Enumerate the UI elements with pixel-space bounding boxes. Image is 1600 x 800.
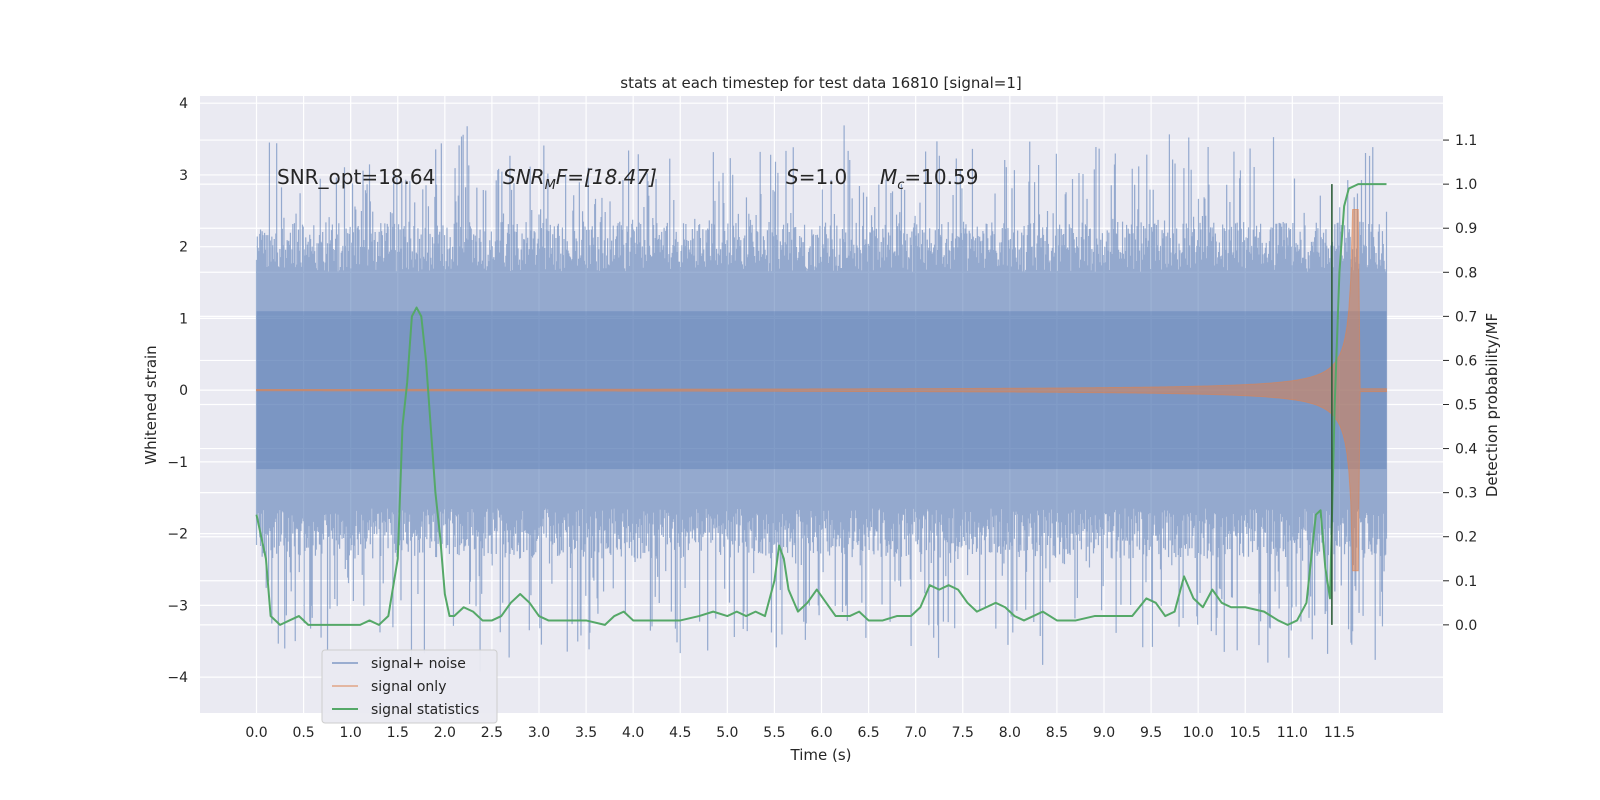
x-tick-label: 9.5 — [1140, 725, 1162, 741]
s-rest: =1.0 — [799, 165, 848, 189]
x-tick-label: 9.0 — [1093, 725, 1115, 741]
y-left-tick-label: 4 — [179, 96, 188, 112]
x-tick-label: 11.5 — [1324, 725, 1355, 741]
y-left-tick-label: −3 — [167, 598, 188, 614]
signal-envelope — [256, 209, 1387, 572]
x-tick-label: 5.5 — [763, 725, 785, 741]
y-axis-label-left: Whitened strain — [142, 345, 160, 464]
x-tick-labels: 0.0 0.5 1.0 1.5 2.0 2.5 3.0 3.5 4.0 4.5 5.0 5.5 6.0 6… — [245, 725, 1355, 741]
snr-mf-sub: M — [545, 178, 556, 193]
annotation-mc: Mc=10.59 — [880, 165, 978, 193]
y-left-tick-label: 3 — [179, 168, 188, 184]
x-tick-label: 3.5 — [575, 725, 597, 741]
legend: signal+ noise signal only signal statist… — [321, 649, 498, 724]
y-axis-label-right: Detection probability/MF — [1483, 313, 1501, 497]
series-signal-statistics — [255, 183, 1387, 626]
y-right-tick-label: 0.4 — [1455, 442, 1477, 458]
x-tick-label: 2.0 — [434, 725, 456, 741]
y-right-tick-label: 1.1 — [1455, 133, 1477, 149]
y-right-tick-label: 0.7 — [1455, 309, 1477, 325]
x-tick-label: 8.5 — [1046, 725, 1068, 741]
legend-label-signal-only: signal only — [371, 679, 446, 695]
x-tick-label: 8.0 — [999, 725, 1021, 741]
y-left-tick-label: 2 — [179, 240, 188, 256]
x-tick-label: 0.5 — [292, 725, 314, 741]
y-left-tick-label: −1 — [167, 455, 188, 471]
x-tick-label: 10.0 — [1183, 725, 1214, 741]
y-right-tick-label: 0.3 — [1455, 486, 1477, 502]
series-signal-only — [256, 209, 1387, 572]
y-left-tick-label: −2 — [167, 527, 188, 543]
annotation-snr-mf: SNRMF=[18.47] — [503, 165, 657, 193]
mc-rest: =10.59 — [904, 165, 978, 189]
y-right-tick-label: 0.9 — [1455, 221, 1477, 237]
x-tick-label: 0.0 — [245, 725, 267, 741]
y-right-tick-label: 0.5 — [1455, 398, 1477, 414]
annotation-s: S=1.0 — [786, 165, 847, 189]
x-tick-label: 7.0 — [905, 725, 927, 741]
annotation-snr-opt: SNR_opt=18.64 — [277, 165, 435, 189]
y-right-tick-label: 0.1 — [1455, 574, 1477, 590]
x-tick-label: 7.5 — [952, 725, 974, 741]
snr-mf-base: SNR — [503, 165, 545, 189]
y-right-tick-label: 0.6 — [1455, 353, 1477, 369]
x-tick-label: 4.0 — [622, 725, 644, 741]
mc-sub: c — [897, 178, 904, 193]
stats-line — [255, 183, 1387, 626]
x-tick-label: 1.0 — [340, 725, 362, 741]
legend-box — [321, 649, 498, 724]
y-right-tick-label: 0.2 — [1455, 530, 1477, 546]
x-tick-label: 11.0 — [1277, 725, 1308, 741]
y-left-tick-labels: 4 3 2 1 0 −1 −2 −3 −4 — [167, 96, 188, 686]
y-right-tick-label: 0.8 — [1455, 265, 1477, 281]
y-left-tick-label: −4 — [167, 670, 188, 686]
x-tick-label: 2.5 — [481, 725, 503, 741]
x-tick-label: 10.5 — [1230, 725, 1261, 741]
y-left-tick-label: 0 — [179, 383, 188, 399]
s-var: S — [786, 165, 799, 189]
chart-title: stats at each timestep for test data 168… — [620, 74, 1021, 92]
legend-label-signal-statistics: signal statistics — [371, 702, 479, 718]
mc-var: M — [880, 165, 897, 189]
x-axis-label: Time (s) — [790, 746, 852, 764]
x-tick-label: 6.5 — [857, 725, 879, 741]
y-right-tick-label: 0.0 — [1455, 618, 1477, 634]
x-tick-label: 4.5 — [669, 725, 691, 741]
y-right-tick-label: 1.0 — [1455, 177, 1477, 193]
y-right-tick-labels: 1.1 1.0 0.9 0.8 0.7 0.6 0.5 0.4 0.3 0.2 0.1 0.0 — [1443, 133, 1477, 634]
x-tick-label: 5.0 — [716, 725, 738, 741]
x-tick-label: 6.0 — [810, 725, 832, 741]
snr-mf-rest: F=[18.47] — [556, 165, 657, 189]
y-left-tick-label: 1 — [179, 311, 188, 327]
legend-label-signal-noise: signal+ noise — [371, 656, 466, 672]
x-tick-label: 1.5 — [387, 725, 409, 741]
x-tick-label: 3.0 — [528, 725, 550, 741]
